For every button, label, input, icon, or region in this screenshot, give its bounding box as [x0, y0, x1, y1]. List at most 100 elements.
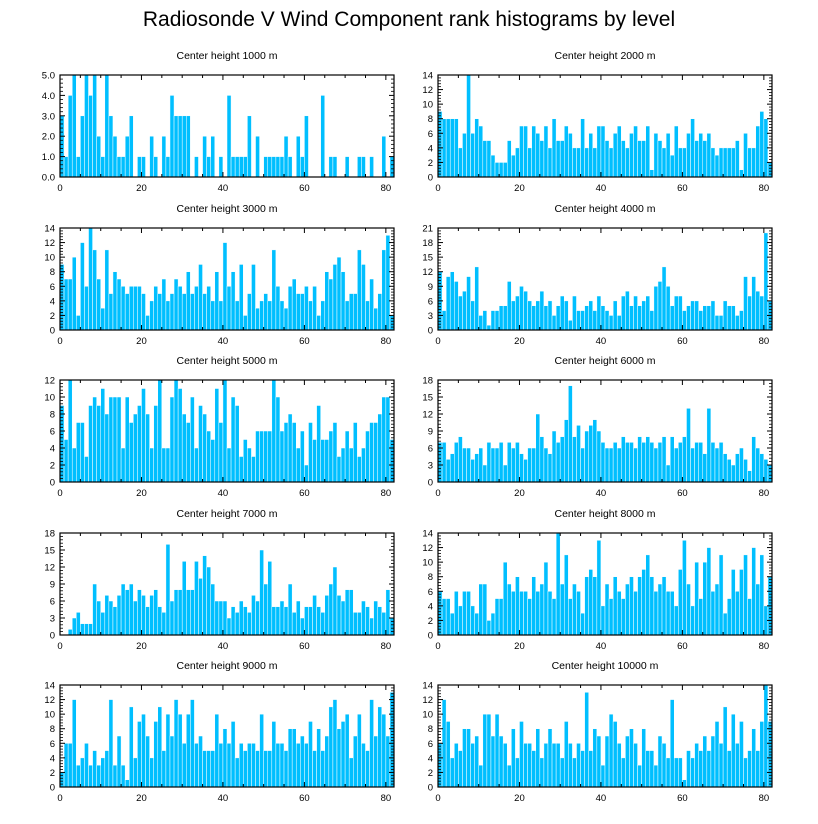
- bar: [637, 436, 642, 483]
- bar: [381, 713, 387, 788]
- bar: [108, 396, 114, 483]
- bar: [616, 447, 622, 483]
- bar: [690, 447, 695, 483]
- bar: [543, 561, 549, 636]
- bar: [255, 307, 260, 331]
- y-tick-label: 5.0: [42, 71, 55, 82]
- bar: [564, 721, 569, 788]
- bar: [169, 600, 175, 636]
- bar: [564, 554, 569, 636]
- bar: [694, 743, 699, 788]
- bar: [445, 721, 451, 788]
- bar: [649, 169, 655, 178]
- y-tick-label: 0: [50, 478, 55, 489]
- bar: [149, 447, 154, 483]
- bar: [490, 612, 496, 636]
- bar: [604, 583, 610, 636]
- bar: [145, 315, 150, 331]
- bar: [177, 286, 183, 331]
- bar: [275, 606, 281, 636]
- bar: [271, 606, 277, 636]
- bar: [612, 721, 618, 788]
- bar: [279, 430, 285, 483]
- bar: [698, 133, 704, 178]
- bar: [519, 453, 524, 483]
- plot-frame: [59, 684, 395, 788]
- bar: [63, 156, 69, 178]
- bar: [328, 583, 334, 636]
- bar: [365, 750, 370, 788]
- bar: [88, 623, 93, 636]
- bar: [80, 115, 85, 178]
- bar: [226, 617, 232, 636]
- bar: [661, 147, 667, 178]
- y-tick-label: 6: [50, 282, 55, 293]
- bar: [210, 135, 216, 178]
- panel-5: Center height 5000 m 0 20 40 60 80 0 2 4 6 8 10 12: [44, 355, 395, 499]
- bar: [572, 757, 577, 788]
- bar: [218, 300, 224, 331]
- bar: [295, 743, 301, 788]
- bar: [63, 439, 69, 483]
- y-tick-label: 3: [50, 614, 55, 625]
- bar: [271, 249, 277, 331]
- bar: [580, 612, 585, 636]
- panel-1: Center height 1000 m 0 20 40 60 80 0.0 1.0 2.0 3.…: [42, 50, 395, 194]
- x-tick-label: 0: [435, 793, 440, 804]
- bar: [572, 583, 577, 636]
- y-tick-label: 6: [428, 739, 433, 750]
- bar: [340, 600, 346, 636]
- bar: [287, 583, 293, 636]
- bar: [316, 315, 321, 331]
- bar: [751, 547, 756, 636]
- bar: [169, 293, 175, 331]
- x-tick-label: 0: [435, 488, 440, 499]
- y-tick-label: 18: [422, 238, 433, 249]
- y-tick-label: 10: [422, 558, 433, 569]
- bar: [128, 422, 134, 483]
- bar: [702, 735, 708, 788]
- bar: [271, 721, 277, 788]
- bar: [641, 569, 646, 636]
- bar: [287, 413, 293, 483]
- bar: [743, 757, 748, 788]
- bar: [690, 300, 695, 331]
- bar: [120, 286, 126, 331]
- bar: [653, 133, 659, 178]
- bar: [181, 743, 187, 788]
- bar: [718, 554, 724, 636]
- bar: [141, 293, 146, 331]
- x-tick-label: 0: [57, 336, 62, 347]
- bar: [600, 442, 606, 483]
- bar: [714, 154, 720, 178]
- bar: [494, 310, 500, 331]
- bar: [344, 430, 350, 483]
- bar: [470, 300, 475, 331]
- bar: [494, 162, 500, 178]
- bar: [353, 293, 358, 331]
- y-tick-label: 6: [428, 587, 433, 598]
- bar: [576, 310, 581, 331]
- bar: [332, 264, 338, 331]
- bar: [96, 278, 101, 331]
- bar: [629, 728, 634, 788]
- bar: [157, 293, 163, 331]
- bar: [458, 436, 463, 483]
- bar: [112, 606, 118, 636]
- bar: [206, 286, 211, 331]
- bar: [588, 300, 594, 331]
- y-tick-label: 6: [50, 597, 55, 608]
- y-tick-label: 3: [428, 461, 433, 472]
- bar: [312, 286, 317, 331]
- bar: [59, 115, 65, 178]
- bar: [592, 147, 598, 178]
- bar: [385, 589, 391, 636]
- bar: [616, 743, 622, 788]
- bar: [559, 757, 565, 788]
- bar: [568, 598, 573, 636]
- bar: [527, 147, 532, 178]
- y-tick-label: 6: [50, 739, 55, 750]
- bar: [482, 310, 488, 331]
- bar: [722, 147, 728, 178]
- bar: [600, 605, 606, 636]
